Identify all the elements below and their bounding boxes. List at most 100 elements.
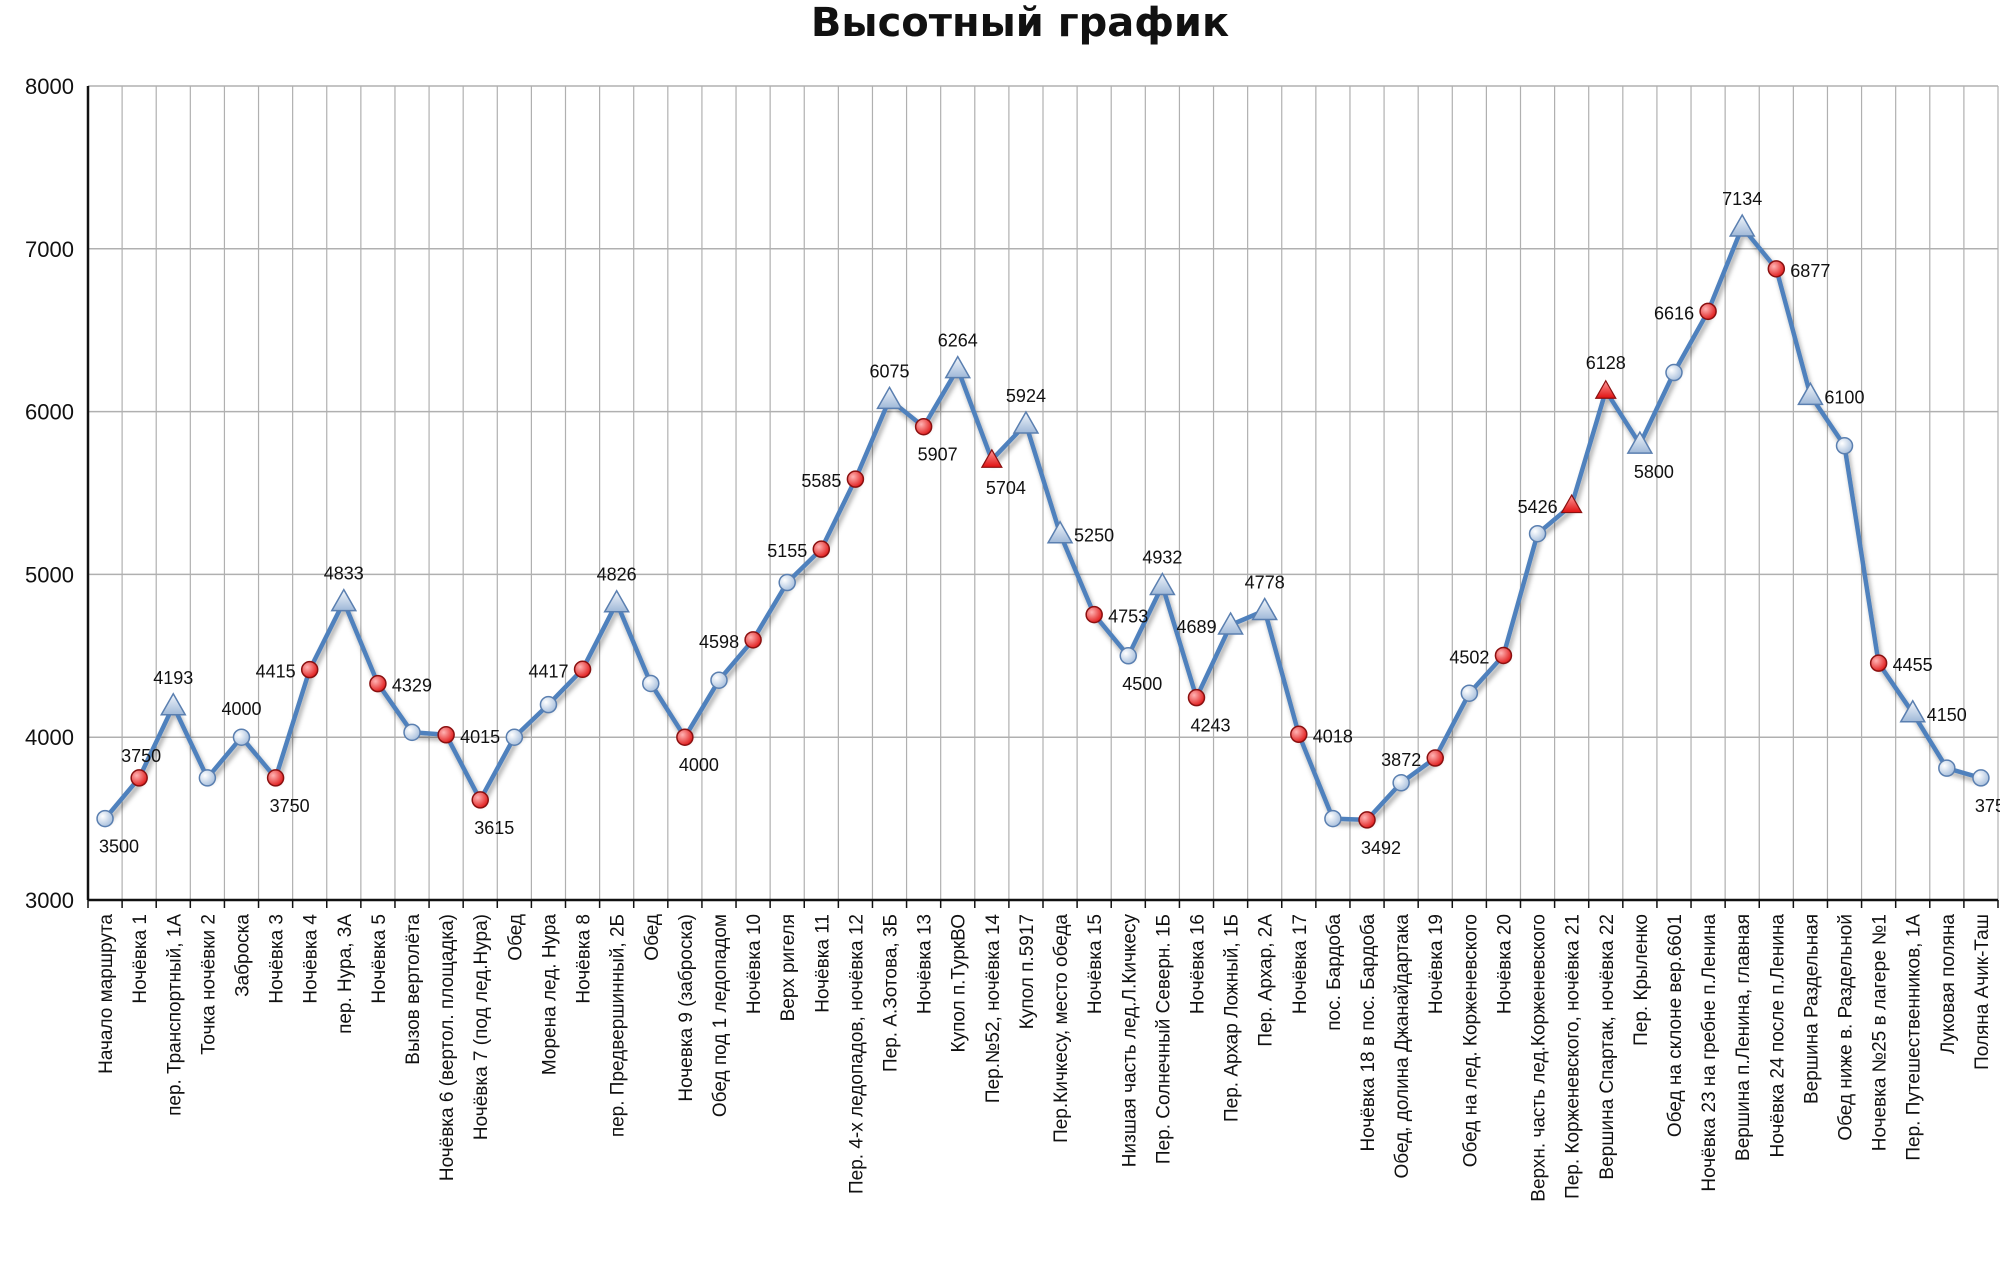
x-tick-label: Ночёвка 15 xyxy=(1085,914,1106,1014)
data-label: 4000 xyxy=(221,699,261,719)
pass-night-marker xyxy=(980,448,1003,468)
x-tick-label: Пер. Архар Ложный, 1Б xyxy=(1222,914,1243,1122)
night-marker xyxy=(744,631,762,649)
night-marker xyxy=(266,769,285,787)
data-label: 5585 xyxy=(801,471,841,491)
x-tick-label: Ночёвка 23 на гребне п.Ленина xyxy=(1699,914,1720,1192)
x-tick-label: пер. Транспортный, 1А xyxy=(164,914,185,1116)
night-marker xyxy=(300,660,319,679)
x-tick-label: Пер.№52, ночёвка 14 xyxy=(983,914,1004,1103)
pass-marker xyxy=(1149,571,1176,596)
data-label: 4415 xyxy=(256,662,296,682)
data-label: 4598 xyxy=(699,632,739,652)
x-tick-label: Точка ночёвки 2 xyxy=(198,914,219,1055)
night-marker xyxy=(1699,302,1717,321)
data-label: 4826 xyxy=(597,565,637,585)
data-labels: 3500 3750 4193 4000 3750 4415 4833 4329 4015 3615… xyxy=(99,189,2000,858)
data-label: 3750 xyxy=(270,796,310,816)
x-tick-label: Верх ригеля xyxy=(778,914,799,1021)
pass-marker xyxy=(1626,430,1654,454)
point-marker xyxy=(1938,759,1956,777)
x-tick-label: Ночёвка 7 (под лед.Нура) xyxy=(471,914,492,1140)
night-marker xyxy=(1869,654,1888,672)
data-label: 6075 xyxy=(869,361,909,381)
x-tick-label: Обед xyxy=(642,914,663,961)
data-label: 5924 xyxy=(1006,386,1046,406)
point-marker xyxy=(1665,363,1683,382)
point-marker xyxy=(539,695,558,714)
data-label: 4000 xyxy=(679,755,719,775)
chart-title: Высотный график xyxy=(811,0,1229,46)
night-marker xyxy=(573,660,592,679)
x-tick-label: Ночёвка 10 xyxy=(744,914,765,1014)
data-label: 6128 xyxy=(1586,353,1626,373)
x-tick-label: Обед, долина Джанайдартака xyxy=(1392,914,1413,1179)
x-tick-label: Ночёвка 20 xyxy=(1494,914,1515,1014)
night-marker xyxy=(1426,749,1444,767)
point-marker xyxy=(710,671,728,689)
x-tick-label: Ночевка 9 (заброска) xyxy=(676,914,697,1102)
data-label: 4500 xyxy=(1122,674,1162,694)
x-tick-label: Поляна Ачик-Таш xyxy=(1972,914,1993,1070)
x-tick-label: Ночевка №25 в лагере №1 xyxy=(1870,914,1891,1151)
x-tick-label: Обед под 1 ледопадом xyxy=(710,914,731,1117)
point-marker xyxy=(198,769,217,787)
data-label: 3750 xyxy=(121,746,161,766)
x-tick-label: Ночёвка 13 xyxy=(915,914,936,1014)
data-label: 4455 xyxy=(1893,655,1933,675)
x-tick-label: Луковая поляна xyxy=(1938,914,1959,1055)
x-tick-label: Обед ниже в. Раздельной xyxy=(1836,914,1857,1141)
night-marker xyxy=(1187,688,1206,707)
data-label: 3750 xyxy=(1975,796,2000,816)
x-tick-label: Заброска xyxy=(232,914,253,997)
x-tick-label: Вершина Раздельная xyxy=(1801,914,1822,1104)
y-tick-label: 4000 xyxy=(25,725,74,750)
point-marker xyxy=(232,728,251,746)
night-marker xyxy=(130,769,148,787)
pass-marker xyxy=(1217,611,1244,635)
x-tick-label: Низшая часть лед.Л.Кичкесу xyxy=(1119,914,1140,1168)
series-markers xyxy=(96,213,1990,829)
y-tick-label: 7000 xyxy=(25,237,74,262)
x-tick-label: Ночёвка 1 xyxy=(130,914,151,1004)
pass-marker xyxy=(1899,699,1927,723)
night-marker xyxy=(1767,260,1786,278)
night-marker xyxy=(471,791,489,809)
x-tick-label: Пер. Корженевского, ночёвка 21 xyxy=(1563,914,1584,1199)
point-marker xyxy=(1528,524,1547,543)
pass-marker xyxy=(1728,213,1756,237)
data-label: 4932 xyxy=(1142,547,1182,567)
x-tick-label: Начало маршрута xyxy=(96,914,117,1074)
night-marker xyxy=(846,470,865,488)
x-tick-label: Пер. Архар, 2А xyxy=(1256,914,1277,1047)
x-tick-label: пер. Предвершинный, 2Б xyxy=(608,914,629,1137)
y-tick-label: 5000 xyxy=(25,562,74,587)
x-tick-label: Ночёвка 5 xyxy=(369,914,390,1004)
y-tick-label: 3000 xyxy=(25,888,74,913)
x-tick-label: Ночёвка 3 xyxy=(267,914,288,1004)
point-marker xyxy=(1324,809,1342,828)
data-label: 5155 xyxy=(767,541,807,561)
x-tick-label: Купол п.ТуркВО xyxy=(949,914,970,1052)
data-label: 6100 xyxy=(1824,387,1864,407)
x-tick-label: Пер. 4-х ледопадов, ночёвка 12 xyxy=(846,914,867,1194)
data-label: 4753 xyxy=(1108,607,1148,627)
x-axis-ticks: Начало маршрута Ночёвка 1 пер. Транспортны… xyxy=(96,914,1993,1202)
x-tick-label: Пер.Кичкесу, место обеда xyxy=(1051,914,1072,1143)
night-marker xyxy=(1494,646,1513,665)
night-marker xyxy=(1085,605,1103,624)
pass-marker xyxy=(876,385,903,410)
point-marker xyxy=(1972,769,1990,787)
data-label: 4417 xyxy=(529,661,569,681)
x-tick-label: Морена лед. Нура xyxy=(539,914,560,1076)
pass-marker xyxy=(330,588,358,612)
point-marker xyxy=(505,728,524,746)
point-marker xyxy=(778,573,796,592)
gridlines xyxy=(88,85,1999,900)
x-tick-label: Ночёвка 16 xyxy=(1187,914,1208,1014)
x-tick-label: Ночёвка 6 (вертол. площадка) xyxy=(437,914,458,1181)
x-tick-label: Ночёвка 24 после п.Ленина xyxy=(1767,914,1788,1158)
point-marker xyxy=(96,809,114,828)
data-label: 3615 xyxy=(474,818,514,838)
axes xyxy=(86,86,1999,908)
